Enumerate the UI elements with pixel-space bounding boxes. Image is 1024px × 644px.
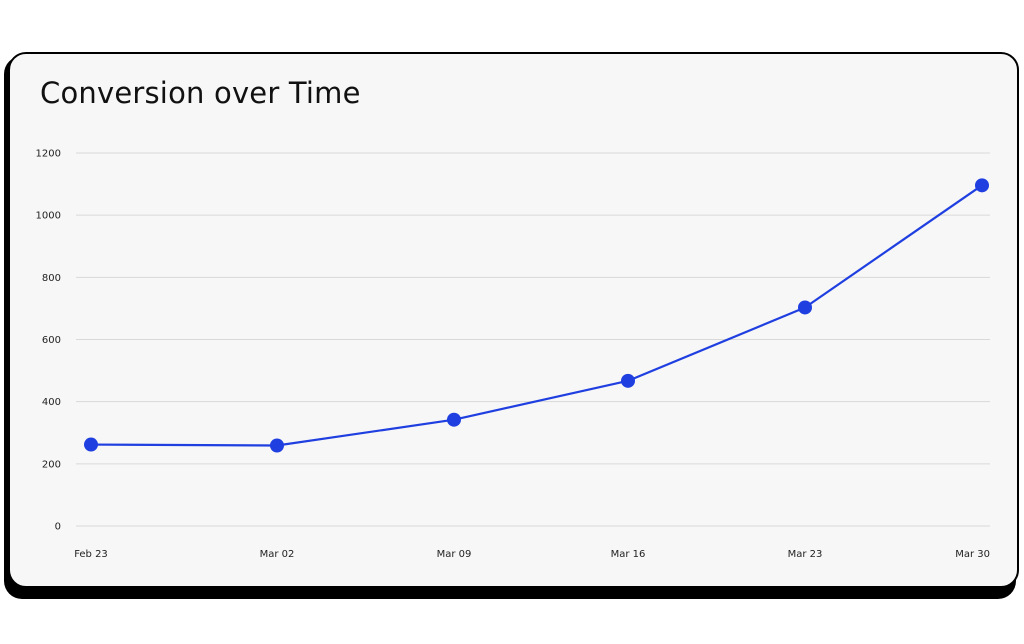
y-axis-ticks: 0 200 400 600 800 1000 1200 <box>36 149 61 533</box>
x-tick-label: Mar 02 <box>260 549 295 560</box>
data-point <box>621 373 635 388</box>
series <box>84 178 989 453</box>
data-point <box>84 437 98 452</box>
y-tick-label: 1000 <box>36 211 61 222</box>
series-line <box>90 184 983 447</box>
x-tick-label: Mar 09 <box>437 549 472 560</box>
y-tick-label: 800 <box>42 273 61 284</box>
y-tick-label: 600 <box>42 335 61 346</box>
gridlines <box>76 152 990 527</box>
data-point <box>798 300 812 315</box>
data-point <box>270 438 284 453</box>
y-tick-label: 0 <box>55 522 61 533</box>
chart-title: Conversion over Time <box>40 76 361 110</box>
x-axis-ticks: Feb 23 Mar 02 Mar 09 Mar 16 Mar 23 Mar 30 <box>74 549 990 560</box>
x-tick-label: Mar 23 <box>788 549 823 560</box>
chart-card <box>8 52 1019 588</box>
y-tick-label: 400 <box>42 397 61 408</box>
x-tick-label: Mar 16 <box>611 549 646 560</box>
x-tick-label: Feb 23 <box>74 549 108 560</box>
data-point <box>447 412 461 427</box>
data-point <box>975 178 989 193</box>
y-tick-label: 200 <box>42 459 61 470</box>
y-tick-label: 1200 <box>36 149 61 160</box>
x-tick-label: Mar 30 <box>955 549 990 560</box>
